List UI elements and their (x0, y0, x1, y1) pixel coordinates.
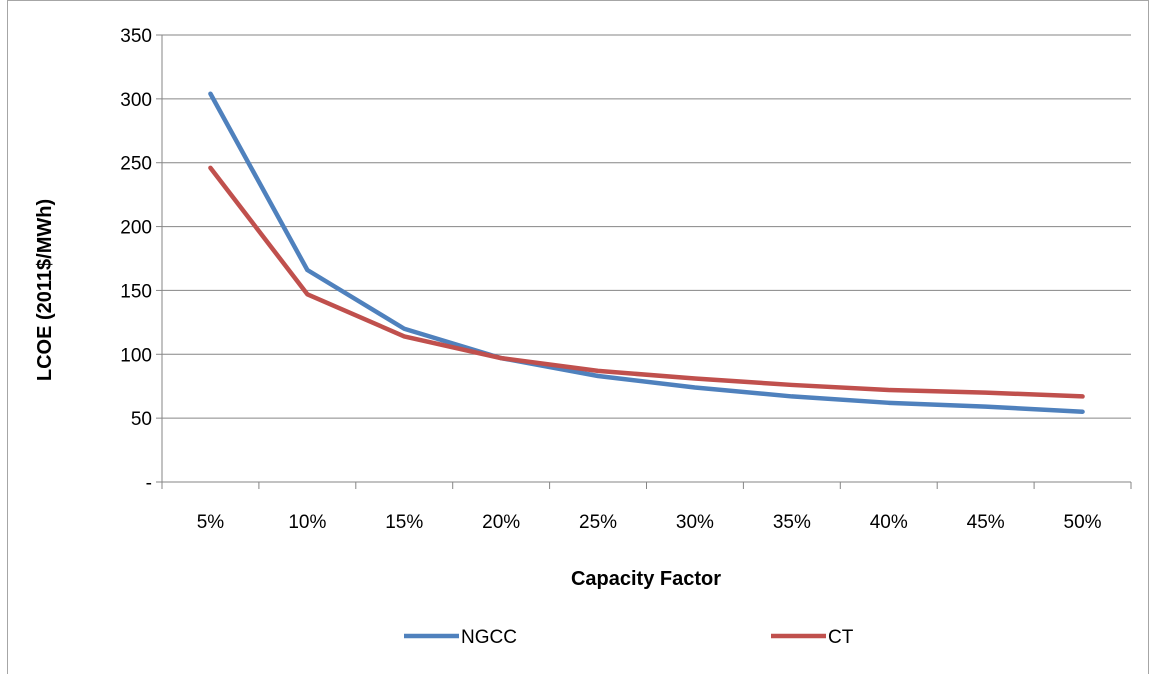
series-line-ct (208, 165, 1085, 399)
x-tick-label-9: 50% (1064, 512, 1102, 533)
y-axis-title: LCOE (2011$/MWh) (34, 199, 56, 381)
x-tick-label-0: 5% (197, 512, 225, 533)
x-tick-label-8: 45% (967, 512, 1005, 533)
legend-label-ct: CT (828, 627, 854, 648)
axes (161, 35, 1131, 483)
x-tick-label-2: 15% (385, 512, 423, 533)
gridlines (162, 34, 1131, 419)
y-tick-label-7: 350 (120, 26, 152, 47)
legend-label-ngcc: NGCC (461, 627, 517, 648)
x-axis-ticks: 5% 10% 15% 20% 25% 30% 35% 40% 45% 50% (161, 482, 1132, 533)
series-line-ngcc (208, 91, 1085, 415)
chart-frame-left-border (7, 0, 8, 674)
legend: NGCC CT (404, 627, 854, 648)
x-tick-label-5: 30% (676, 512, 714, 533)
y-tick-label-3: 150 (120, 281, 152, 302)
y-tick-label-4: 200 (120, 218, 152, 239)
x-tick-label-7: 40% (870, 512, 908, 533)
x-tick-label-4: 25% (579, 512, 617, 533)
x-tick-label-1: 10% (288, 512, 326, 533)
y-tick-label-1: 50 (131, 409, 152, 430)
y-axis-ticks: - 50 100 150 200 250 300 350 (120, 26, 162, 494)
x-tick-label-3: 20% (482, 512, 520, 533)
x-tick-label-6: 35% (773, 512, 811, 533)
y-tick-label-2: 100 (120, 345, 152, 366)
y-tick-label-5: 250 (120, 154, 152, 175)
x-axis-title: Capacity Factor (571, 568, 721, 590)
series-lines (208, 91, 1085, 415)
chart-frame-top-border (7, 0, 1149, 1)
y-tick-label-6: 300 (120, 90, 152, 111)
y-tick-label-0: - (146, 473, 152, 494)
